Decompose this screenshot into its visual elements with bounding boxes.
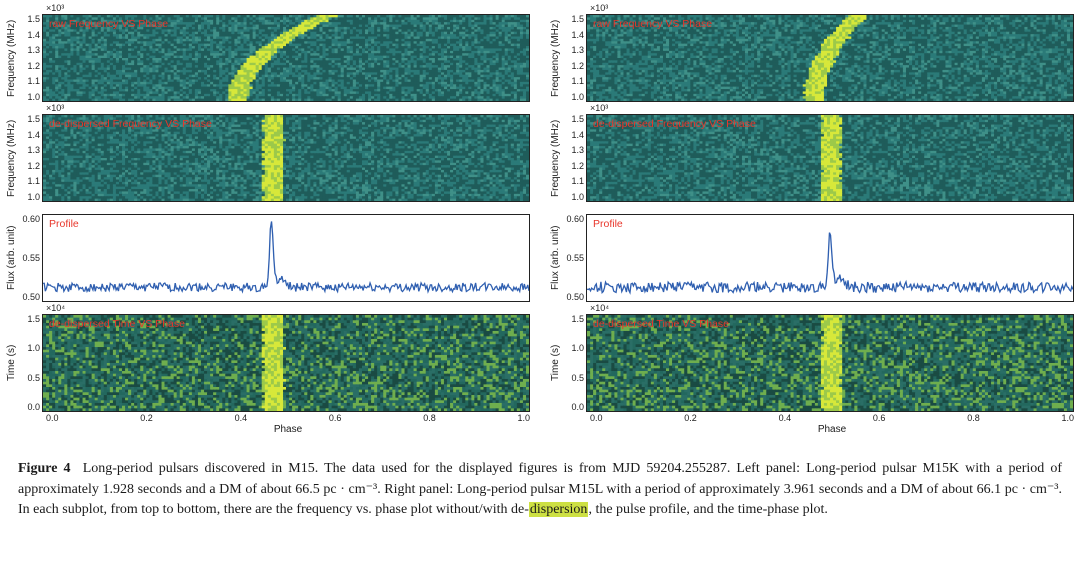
yticks: 1.51.00.50.0 [562,314,586,412]
panel-right-1: ×10³Frequency (MHz)1.51.41.31.21.11.0de-… [550,114,1074,202]
xlabel-right: Phase [590,424,1074,435]
caption-highlight: dispersion [529,502,589,517]
xlabel-left: Phase [46,424,530,435]
axis-multiplier: ×10³ [590,103,608,113]
yticks: 1.51.41.31.21.11.0 [562,14,586,102]
panel-inner-label: de-dispersed Frequency VS Phase [593,118,756,130]
panel-right-2: Flux (arb. unit)0.600.550.50 Profile [550,214,1074,302]
yticks: 1.51.41.31.21.11.0 [18,14,42,102]
ylabel: Time (s) [6,314,18,412]
plot-area: de-dispersed Time VS Phase [42,314,530,412]
axis-multiplier: ×10³ [590,3,608,13]
panel-inner-label: Profile [593,218,623,230]
ylabel: Frequency (MHz) [6,114,18,202]
plot-area: raw Frequency VS Phase [586,14,1074,102]
plot-area: de-dispersed Frequency VS Phase [586,114,1074,202]
panel-left-2: Flux (arb. unit)0.600.550.50 Profile [6,214,530,302]
left-column: ×10³ Frequency (MHz)1.51.41.31.21.11.0 raw… [6,4,530,435]
panel-left-1: ×10³Frequency (MHz)1.51.41.31.21.11.0de-… [6,114,530,202]
ylabel: Flux (arb. unit) [550,214,562,302]
panel-inner-label: raw Frequency VS Phase [49,18,168,30]
yticks: 1.51.00.50.0 [18,314,42,412]
axis-multiplier: ×10⁴ [46,303,65,313]
panel-inner-label: raw Frequency VS Phase [593,18,712,30]
right-column: ×10³ Frequency (MHz)1.51.41.31.21.11.0 raw… [550,4,1074,435]
yticks: 1.51.41.31.21.11.0 [562,114,586,202]
figure-caption: Figure 4 Long-period pulsars discovered … [0,435,1080,521]
panel-left-0: ×10³Frequency (MHz)1.51.41.31.21.11.0raw… [6,14,530,102]
plot-area: Profile [42,214,530,302]
axis-multiplier: ×10³ [46,103,64,113]
figure-panels: ×10³Frequency (MHz)1.51.41.31.21.11.0raw… [0,0,1080,435]
plot-area: de-dispersed Frequency VS Phase [42,114,530,202]
panel-inner-label: de-dispersed Time VS Phase [593,318,729,330]
panel-right-0: ×10³Frequency (MHz)1.51.41.31.21.11.0raw… [550,14,1074,102]
panel-right-3: ×10⁴Time (s)1.51.00.50.0de-dispersed Tim… [550,314,1074,412]
panel-inner-label: de-dispersed Time VS Phase [49,318,185,330]
caption-label: Figure 4 [18,461,71,476]
yticks: 1.51.41.31.21.11.0 [18,114,42,202]
caption-text-after: , the pulse profile, and the time-phase … [588,502,828,517]
plot-area: de-dispersed Time VS Phase [586,314,1074,412]
yticks: 0.600.550.50 [562,214,586,302]
axis-multiplier: ×10³ [46,3,64,13]
panel-inner-label: Profile [49,218,79,230]
ylabel: Frequency (MHz) [550,114,562,202]
ylabel: Frequency (MHz) [6,14,18,102]
plot-area: raw Frequency VS Phase [42,14,530,102]
axis-multiplier: ×10⁴ [590,303,609,313]
ylabel: Flux (arb. unit) [6,214,18,302]
ylabel: Time (s) [550,314,562,412]
panel-inner-label: de-dispersed Frequency VS Phase [49,118,212,130]
yticks: 0.600.550.50 [18,214,42,302]
panel-left-3: ×10⁴Time (s)1.51.00.50.0de-dispersed Tim… [6,314,530,412]
plot-area: Profile [586,214,1074,302]
ylabel: Frequency (MHz) [550,14,562,102]
